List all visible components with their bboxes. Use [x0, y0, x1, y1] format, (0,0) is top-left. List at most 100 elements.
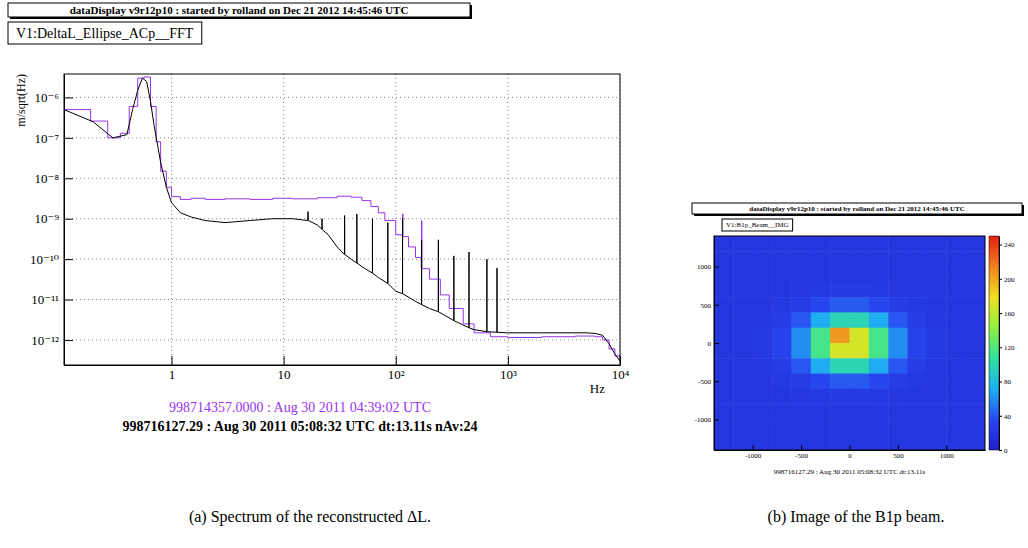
- cell: [869, 328, 889, 344]
- cell: [791, 297, 811, 313]
- cell: [811, 282, 831, 298]
- cell: [966, 404, 985, 420]
- tick: 500: [893, 445, 904, 460]
- cell: [850, 328, 870, 344]
- cell: [927, 267, 947, 283]
- cell: [927, 435, 947, 450]
- cell: [714, 236, 734, 252]
- cell: [753, 358, 773, 374]
- grid-line: [64, 97, 620, 98]
- cell: [811, 419, 831, 435]
- cell: [888, 343, 908, 359]
- cell: [753, 343, 773, 359]
- cell: [714, 312, 734, 328]
- cell: [927, 282, 947, 298]
- cell: [888, 236, 908, 252]
- cell: [888, 404, 908, 420]
- cell: [772, 343, 792, 359]
- cell: [850, 297, 870, 313]
- annotation: 998716127.29 : Aug 30 2011 05:08:32 UTC …: [774, 468, 926, 476]
- tick: 10²: [388, 356, 405, 382]
- cell: [888, 282, 908, 298]
- cell: [830, 435, 850, 450]
- cell: [927, 297, 947, 313]
- cell: [753, 297, 773, 313]
- tick-label: 500: [893, 452, 904, 460]
- cell: [888, 374, 908, 390]
- cell: [772, 282, 792, 298]
- tick: 40: [999, 413, 1012, 421]
- cell: [753, 236, 773, 252]
- cell: [811, 267, 831, 283]
- tick: 10: [278, 356, 291, 382]
- tick-label: 10⁻¹⁰: [30, 252, 59, 267]
- cell: [753, 374, 773, 390]
- cell: [946, 251, 966, 267]
- cell: [791, 282, 811, 298]
- tick-mark: [999, 279, 1002, 280]
- x-axis-title: Hz: [590, 381, 605, 396]
- cell: [753, 312, 773, 328]
- cell: [966, 282, 985, 298]
- cell: [753, 404, 773, 420]
- tick-label: 10⁻⁷: [35, 131, 59, 146]
- tick-mark: [999, 347, 1002, 348]
- cell: [772, 374, 792, 390]
- cell: [908, 419, 928, 435]
- cell: [811, 328, 831, 344]
- tick-mark: [999, 416, 1002, 417]
- plot-background: [64, 74, 620, 365]
- cell: [946, 267, 966, 283]
- cell: [908, 435, 928, 450]
- cell: [927, 343, 947, 359]
- legend-entry: 998716127.29 : Aug 30 2011 05:08:32 UTC …: [122, 419, 477, 434]
- grid-line: [64, 299, 620, 300]
- tick-label: 120: [1004, 344, 1015, 352]
- cell: [811, 236, 831, 252]
- tick-mark: [850, 445, 851, 450]
- chart-title: V1:B1p_Beam__IMG: [726, 221, 789, 229]
- cell: [869, 374, 889, 390]
- cell: [869, 251, 889, 267]
- cell: [850, 389, 870, 405]
- cell: [791, 389, 811, 405]
- cell: [869, 297, 889, 313]
- plot-background: [714, 236, 985, 450]
- tick-label: 10⁻⁶: [35, 90, 59, 105]
- tick-label: 10³: [500, 367, 517, 382]
- tick: 10⁻¹¹: [31, 292, 73, 307]
- cell: [733, 251, 753, 267]
- cell: [966, 435, 985, 450]
- cell: [811, 312, 831, 328]
- tick-mark: [999, 313, 1002, 314]
- cell: [888, 435, 908, 450]
- grid-line: [64, 137, 620, 138]
- cell: [811, 358, 831, 374]
- tick-mark: [64, 178, 73, 179]
- y-axis: -1000-50005001000: [695, 237, 719, 451]
- plot-frame: [64, 74, 620, 365]
- cell: [772, 404, 792, 420]
- cell: [946, 374, 966, 390]
- tick-mark: [714, 381, 719, 382]
- title-box: [722, 219, 793, 231]
- cell: [927, 419, 947, 435]
- cell: [966, 297, 985, 313]
- cell: [888, 358, 908, 374]
- title-box: [8, 22, 202, 44]
- cell: [772, 358, 792, 374]
- tick-label: 10²: [388, 367, 405, 382]
- cell: [927, 374, 947, 390]
- tick-label: 0: [848, 452, 852, 460]
- cell: [733, 358, 753, 374]
- cell: [869, 236, 889, 252]
- cell: [830, 267, 850, 283]
- tick-label: -1000: [745, 452, 762, 460]
- cell: [772, 251, 792, 267]
- series-group: [64, 77, 620, 361]
- cell: [966, 419, 985, 435]
- caption: (a) Spectrum of the reconstructed ΔL.: [189, 508, 431, 526]
- tick-mark: [714, 343, 719, 344]
- legend: 998714357.0000 : Aug 30 2011 04:39:02 UT…: [122, 400, 477, 434]
- cell: [888, 419, 908, 435]
